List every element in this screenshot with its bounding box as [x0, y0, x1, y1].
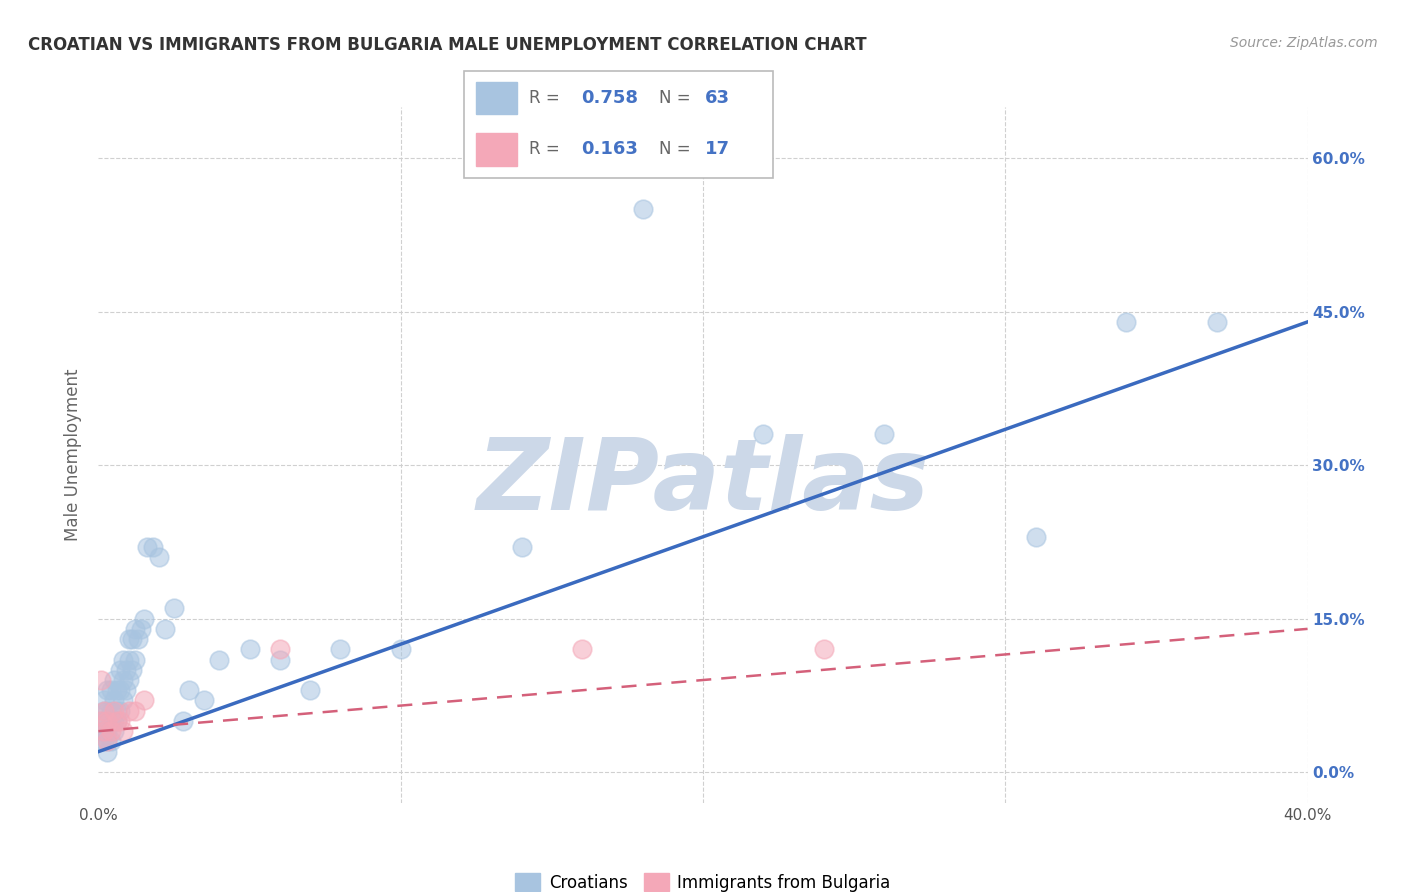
Point: [105, 704, 128, 718]
Point: [153, 622, 176, 636]
Point: [135, 540, 157, 554]
Point: [239, 642, 262, 657]
Point: [93, 724, 115, 739]
Point: [389, 642, 412, 657]
Point: [124, 652, 146, 666]
Point: [114, 683, 136, 698]
FancyBboxPatch shape: [477, 82, 516, 114]
Point: [111, 652, 134, 666]
Text: ZIPatlas: ZIPatlas: [477, 434, 929, 532]
Point: [142, 540, 165, 554]
Point: [105, 714, 128, 728]
Text: R =: R =: [529, 89, 560, 107]
Point: [90, 734, 112, 748]
Point: [90, 724, 112, 739]
Point: [96, 704, 118, 718]
Point: [193, 693, 215, 707]
Point: [100, 724, 122, 739]
Point: [813, 642, 835, 657]
Point: [90, 673, 112, 687]
Point: [96, 714, 118, 728]
Point: [93, 693, 115, 707]
Point: [96, 734, 118, 748]
Point: [510, 540, 533, 554]
Point: [111, 724, 134, 739]
Point: [118, 673, 141, 687]
Point: [100, 734, 122, 748]
Point: [105, 683, 128, 698]
Point: [631, 202, 654, 217]
Point: [121, 663, 143, 677]
Point: [208, 652, 231, 666]
FancyBboxPatch shape: [477, 134, 516, 166]
Point: [1115, 315, 1137, 329]
Point: [93, 724, 115, 739]
Point: [118, 632, 141, 646]
FancyBboxPatch shape: [464, 71, 773, 178]
Point: [132, 612, 155, 626]
Point: [129, 622, 152, 636]
Text: 63: 63: [706, 89, 730, 107]
Point: [105, 714, 128, 728]
Point: [127, 632, 149, 646]
Point: [96, 745, 118, 759]
Point: [103, 724, 125, 739]
Point: [103, 673, 125, 687]
Legend: Croatians, Immigrants from Bulgaria: Croatians, Immigrants from Bulgaria: [509, 867, 897, 892]
Point: [90, 714, 112, 728]
Point: [118, 704, 141, 718]
Point: [100, 683, 122, 698]
Point: [108, 714, 131, 728]
Text: N =: N =: [659, 89, 690, 107]
Point: [269, 652, 291, 666]
Point: [96, 724, 118, 739]
Point: [172, 714, 194, 728]
Point: [179, 683, 201, 698]
Text: N =: N =: [659, 141, 690, 159]
Point: [132, 693, 155, 707]
Point: [121, 632, 143, 646]
Point: [103, 693, 125, 707]
Point: [90, 714, 112, 728]
Point: [108, 663, 131, 677]
Text: Source: ZipAtlas.com: Source: ZipAtlas.com: [1230, 36, 1378, 50]
Point: [148, 550, 170, 565]
Text: 0.758: 0.758: [582, 89, 638, 107]
Point: [108, 704, 131, 718]
Point: [329, 642, 352, 657]
Point: [111, 693, 134, 707]
Text: R =: R =: [529, 141, 560, 159]
Text: 0.163: 0.163: [582, 141, 638, 159]
Text: 17: 17: [706, 141, 730, 159]
Point: [93, 704, 115, 718]
Point: [103, 704, 125, 718]
Y-axis label: Male Unemployment: Male Unemployment: [65, 368, 83, 541]
Point: [118, 652, 141, 666]
Point: [269, 642, 291, 657]
Point: [93, 704, 115, 718]
Point: [96, 683, 118, 698]
Point: [299, 683, 322, 698]
Point: [111, 673, 134, 687]
Point: [124, 704, 146, 718]
Point: [100, 704, 122, 718]
Point: [124, 622, 146, 636]
Point: [103, 714, 125, 728]
Point: [1024, 530, 1046, 544]
Point: [93, 734, 115, 748]
Point: [114, 663, 136, 677]
Point: [100, 714, 122, 728]
Point: [1206, 315, 1229, 329]
Text: CROATIAN VS IMMIGRANTS FROM BULGARIA MALE UNEMPLOYMENT CORRELATION CHART: CROATIAN VS IMMIGRANTS FROM BULGARIA MAL…: [28, 36, 866, 54]
Point: [96, 734, 118, 748]
Point: [108, 683, 131, 698]
Point: [873, 427, 896, 442]
Point: [571, 642, 593, 657]
Point: [752, 427, 775, 442]
Point: [163, 601, 186, 615]
Point: [93, 714, 115, 728]
